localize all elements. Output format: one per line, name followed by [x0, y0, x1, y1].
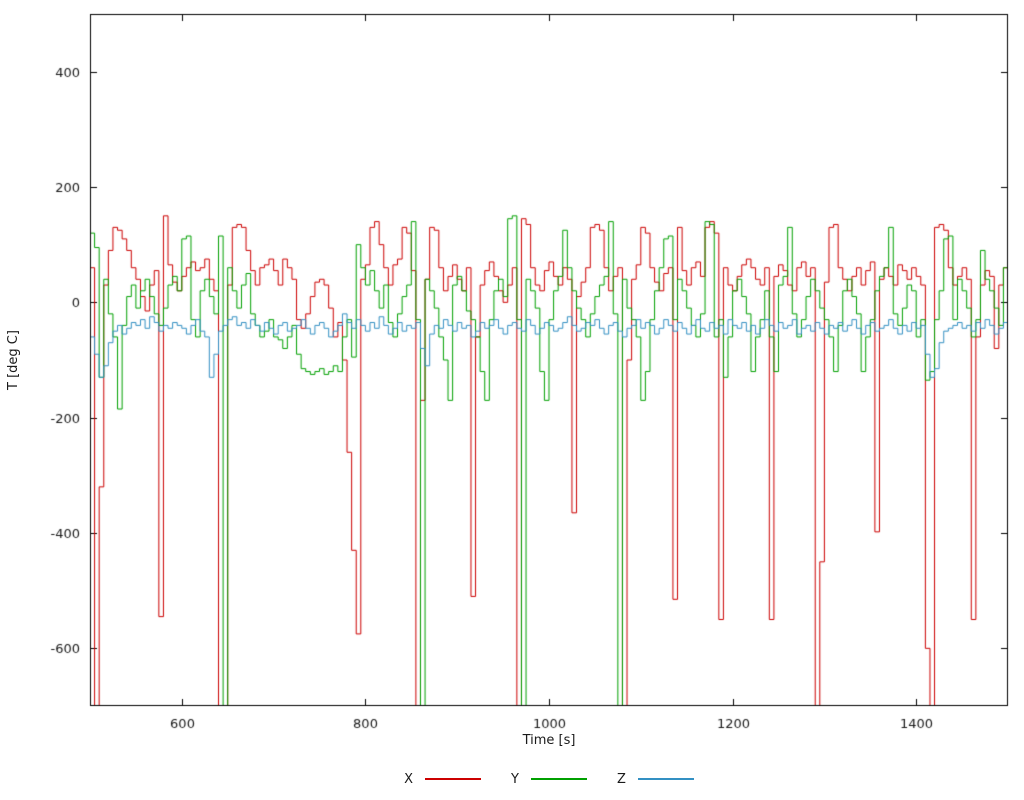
legend-entry-x: X: [404, 771, 482, 787]
legend-line-x: [425, 778, 482, 780]
legend-entry-z: Z: [617, 772, 694, 787]
x-axis-label: Time [s]: [522, 733, 576, 748]
legend: X Y Z: [90, 770, 1008, 788]
legend-entry-y: Y: [511, 772, 587, 787]
legend-line-z: [637, 778, 694, 780]
legend-label-z: Z: [616, 771, 626, 787]
y-axis-label: T [deg C]: [6, 330, 21, 390]
legend-label-x: X: [404, 771, 414, 787]
legend-label-y: Y: [511, 771, 519, 787]
legend-line-y: [530, 778, 587, 780]
